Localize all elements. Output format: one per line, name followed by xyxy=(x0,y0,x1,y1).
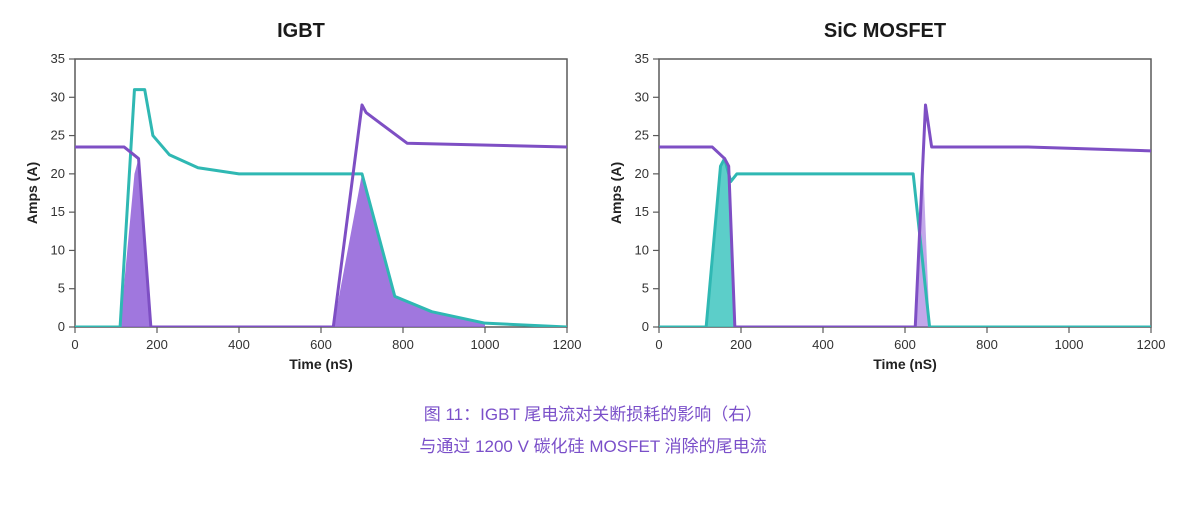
caption-line-2: 与通过 1200 V 碳化硅 MOSFET 消除的尾电流 xyxy=(30,431,1156,463)
svg-text:400: 400 xyxy=(228,337,250,352)
svg-text:0: 0 xyxy=(642,319,649,334)
svg-text:800: 800 xyxy=(976,337,998,352)
svg-text:1200: 1200 xyxy=(1137,337,1165,352)
svg-text:1000: 1000 xyxy=(1055,337,1084,352)
svg-text:25: 25 xyxy=(51,128,65,143)
charts-row: IGBT 05101520253035020040060080010001200… xyxy=(30,20,1156,379)
svg-text:1000: 1000 xyxy=(471,337,500,352)
chart-title-sic: SiC MOSFET xyxy=(824,20,946,43)
svg-text:20: 20 xyxy=(51,166,65,181)
svg-text:0: 0 xyxy=(655,337,662,352)
svg-text:35: 35 xyxy=(635,51,649,66)
chart-svg-sic: 0 5 10 15 20 25 30 35 0 200 400 600 800 1000 1200 Time … xyxy=(605,49,1165,379)
svg-text:600: 600 xyxy=(310,337,332,352)
svg-text:15: 15 xyxy=(635,204,649,219)
svg-text:5: 5 xyxy=(642,281,649,296)
figure-caption: 图 11：IGBT 尾电流对关断损耗的影响（右） 与通过 1200 V 碳化硅 … xyxy=(30,399,1156,464)
chart-igbt: IGBT 0 5 10 15 20 25 30 35 0 200 400 600 800 1000 1200… xyxy=(21,20,581,379)
svg-text:Amps (A): Amps (A) xyxy=(608,162,624,224)
svg-text:Time (nS): Time (nS) xyxy=(873,356,937,372)
svg-text:30: 30 xyxy=(635,89,649,104)
svg-text:25: 25 xyxy=(635,128,649,143)
svg-text:10: 10 xyxy=(635,242,649,257)
svg-text:Time (nS): Time (nS) xyxy=(289,356,353,372)
chart-sic: SiC MOSFET 0 5 10 15 20 25 30 35 0 200 400 600 800 10… xyxy=(605,20,1165,379)
chart-svg-igbt: 0 5 10 15 20 25 30 35 0 200 400 600 800 1000 1200 Time … xyxy=(21,49,581,379)
svg-text:800: 800 xyxy=(392,337,414,352)
caption-line-1: 图 11：IGBT 尾电流对关断损耗的影响（右） xyxy=(30,399,1156,431)
svg-text:400: 400 xyxy=(812,337,834,352)
svg-text:0: 0 xyxy=(71,337,78,352)
svg-text:10: 10 xyxy=(51,242,65,257)
svg-text:600: 600 xyxy=(894,337,916,352)
svg-text:200: 200 xyxy=(146,337,168,352)
svg-text:Amps (A): Amps (A) xyxy=(24,162,40,224)
svg-text:35: 35 xyxy=(51,51,65,66)
svg-text:5: 5 xyxy=(58,281,65,296)
svg-text:30: 30 xyxy=(51,89,65,104)
svg-text:0: 0 xyxy=(58,319,65,334)
svg-text:15: 15 xyxy=(51,204,65,219)
chart-title-igbt: IGBT xyxy=(277,20,325,43)
svg-text:1200: 1200 xyxy=(553,337,581,352)
svg-text:200: 200 xyxy=(730,337,752,352)
svg-text:20: 20 xyxy=(635,166,649,181)
